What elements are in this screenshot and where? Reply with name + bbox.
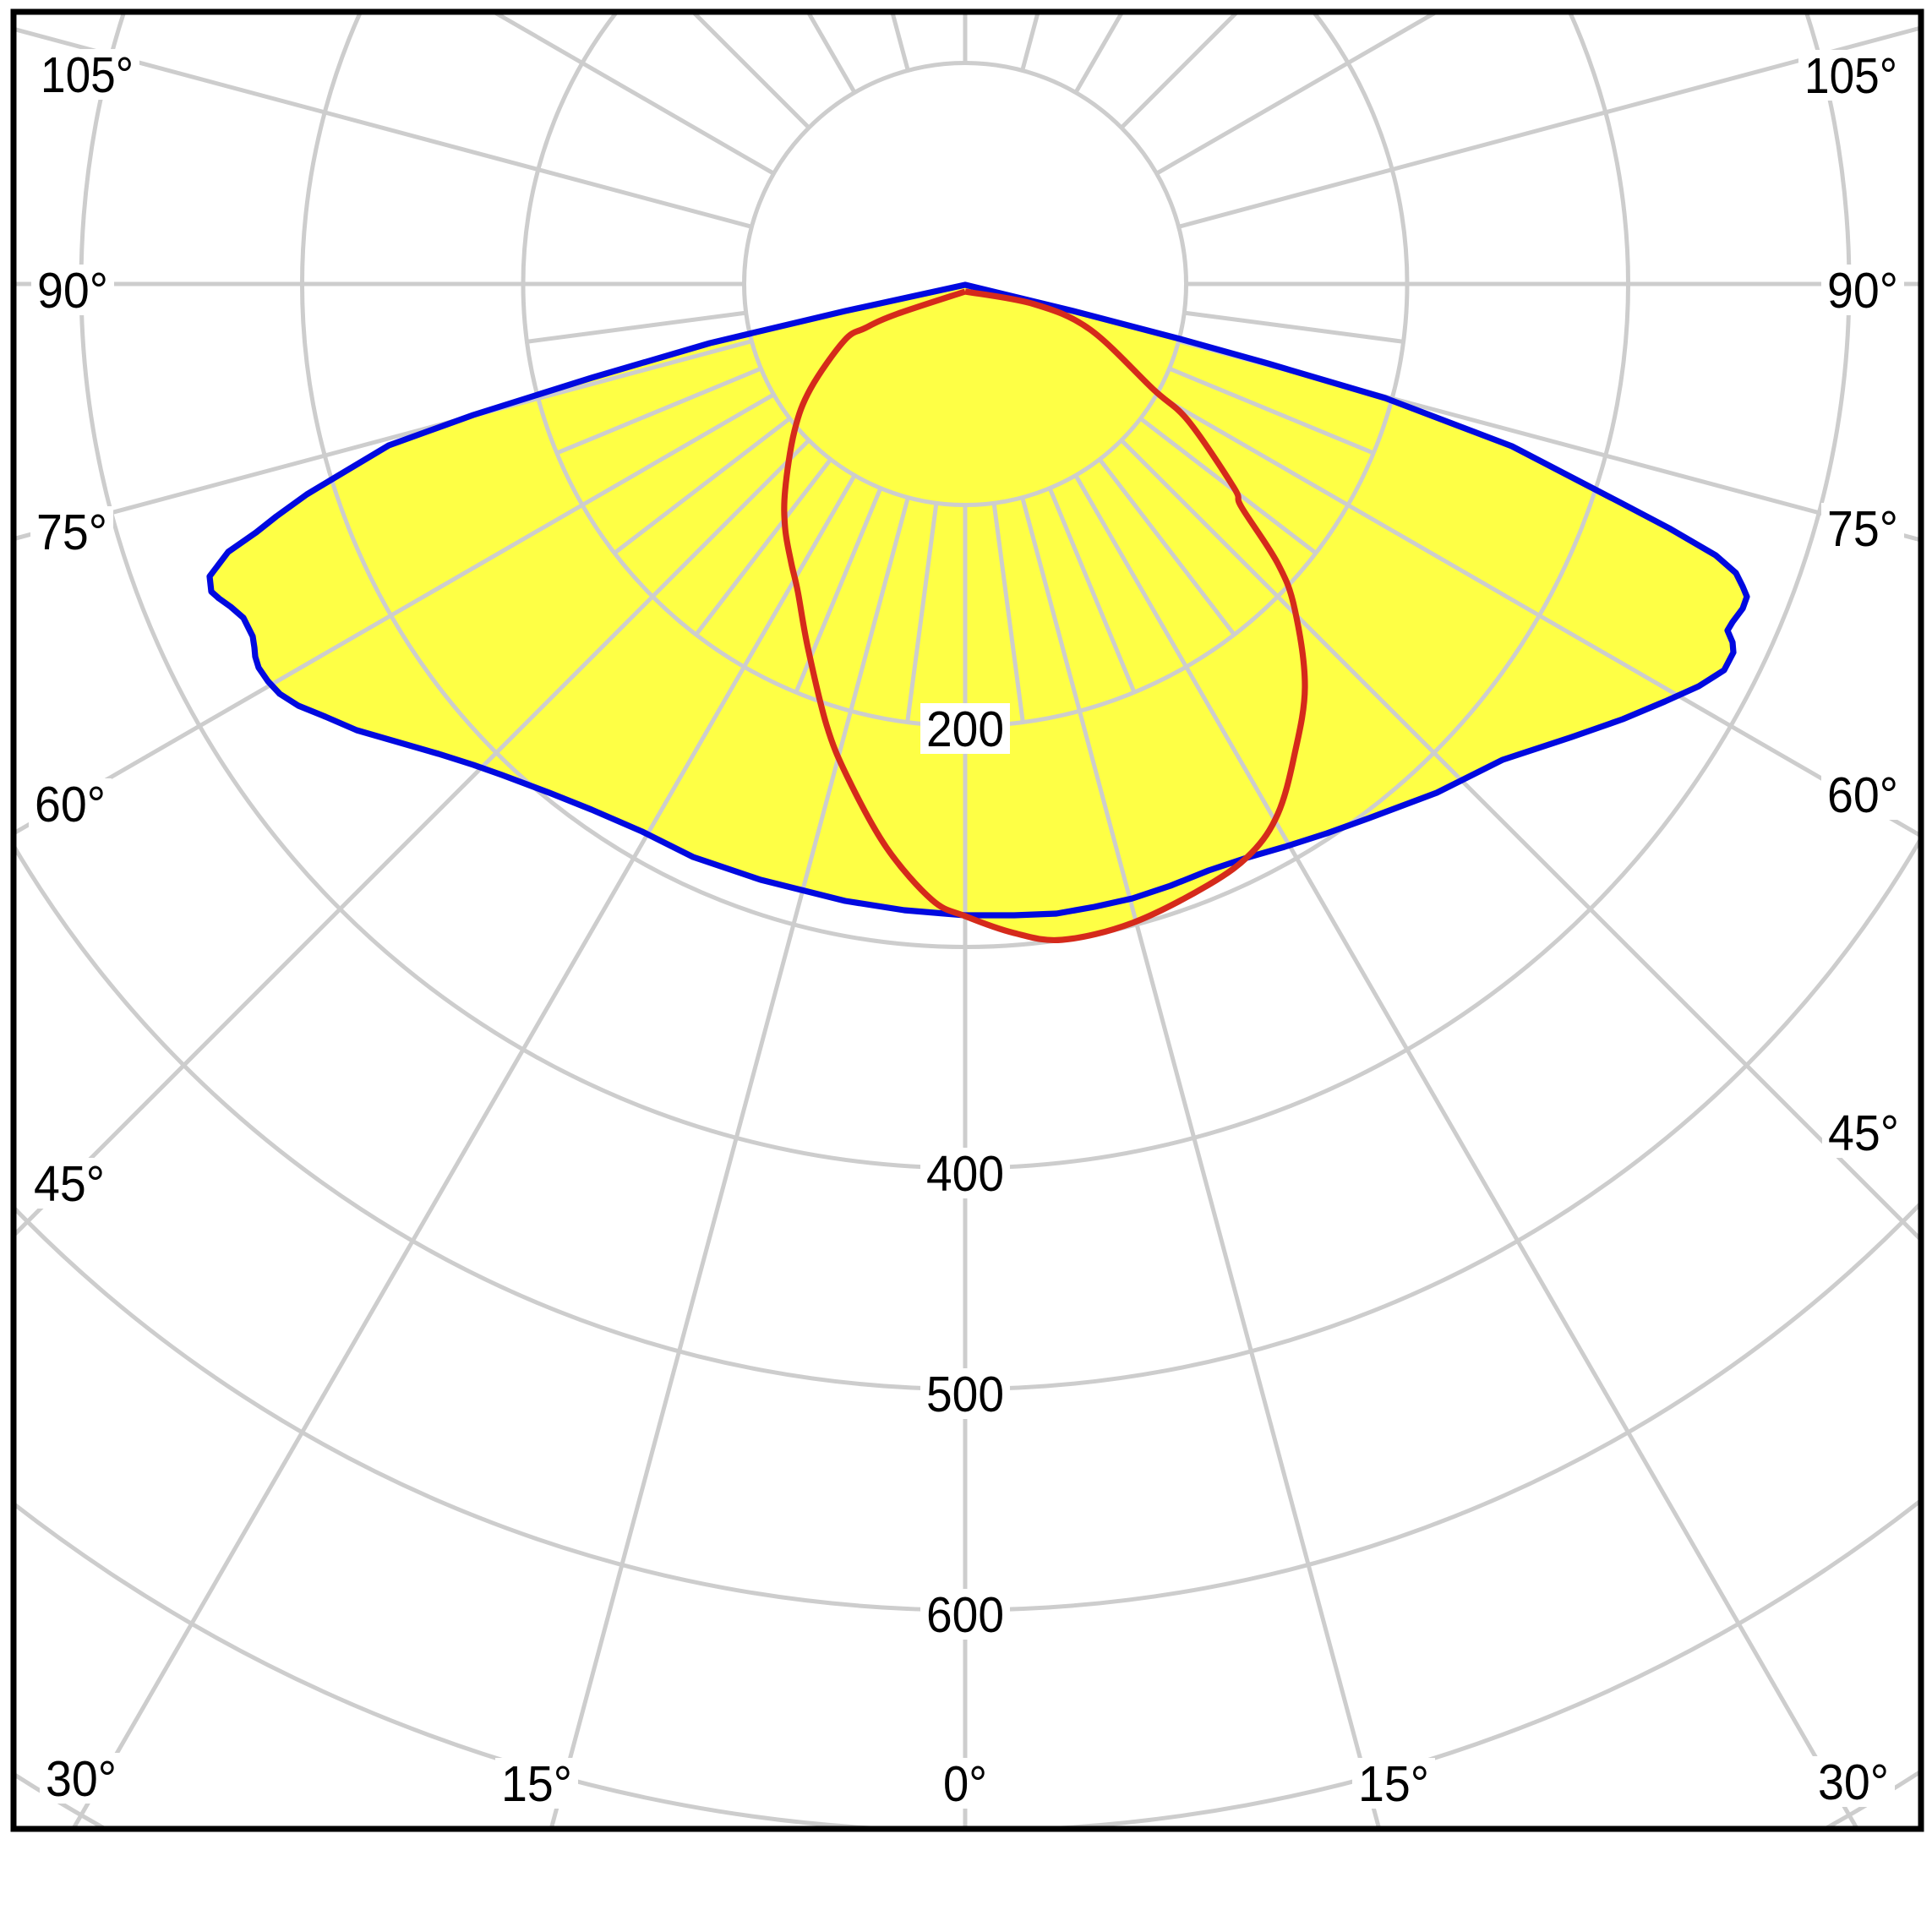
svg-text:90°: 90° [37,263,108,319]
svg-text:400: 400 [926,1146,1004,1202]
svg-text:30°: 30° [46,1751,117,1807]
svg-text:75°: 75° [36,505,107,560]
svg-text:45°: 45° [34,1156,105,1212]
svg-text:60°: 60° [35,777,106,832]
svg-text:500: 500 [926,1367,1004,1422]
svg-text:15°: 15° [501,1756,572,1812]
svg-text:105°: 105° [1804,48,1897,104]
svg-text:15°: 15° [1358,1756,1429,1812]
svg-text:75°: 75° [1827,501,1898,557]
svg-text:600: 600 [926,1587,1004,1643]
svg-text:200: 200 [926,701,1004,757]
svg-text:105°: 105° [41,47,134,103]
svg-text:90°: 90° [1827,263,1898,319]
svg-text:0°: 0° [943,1756,987,1812]
svg-text:60°: 60° [1827,767,1898,823]
svg-text:30°: 30° [1818,1755,1889,1810]
svg-text:45°: 45° [1828,1105,1899,1161]
